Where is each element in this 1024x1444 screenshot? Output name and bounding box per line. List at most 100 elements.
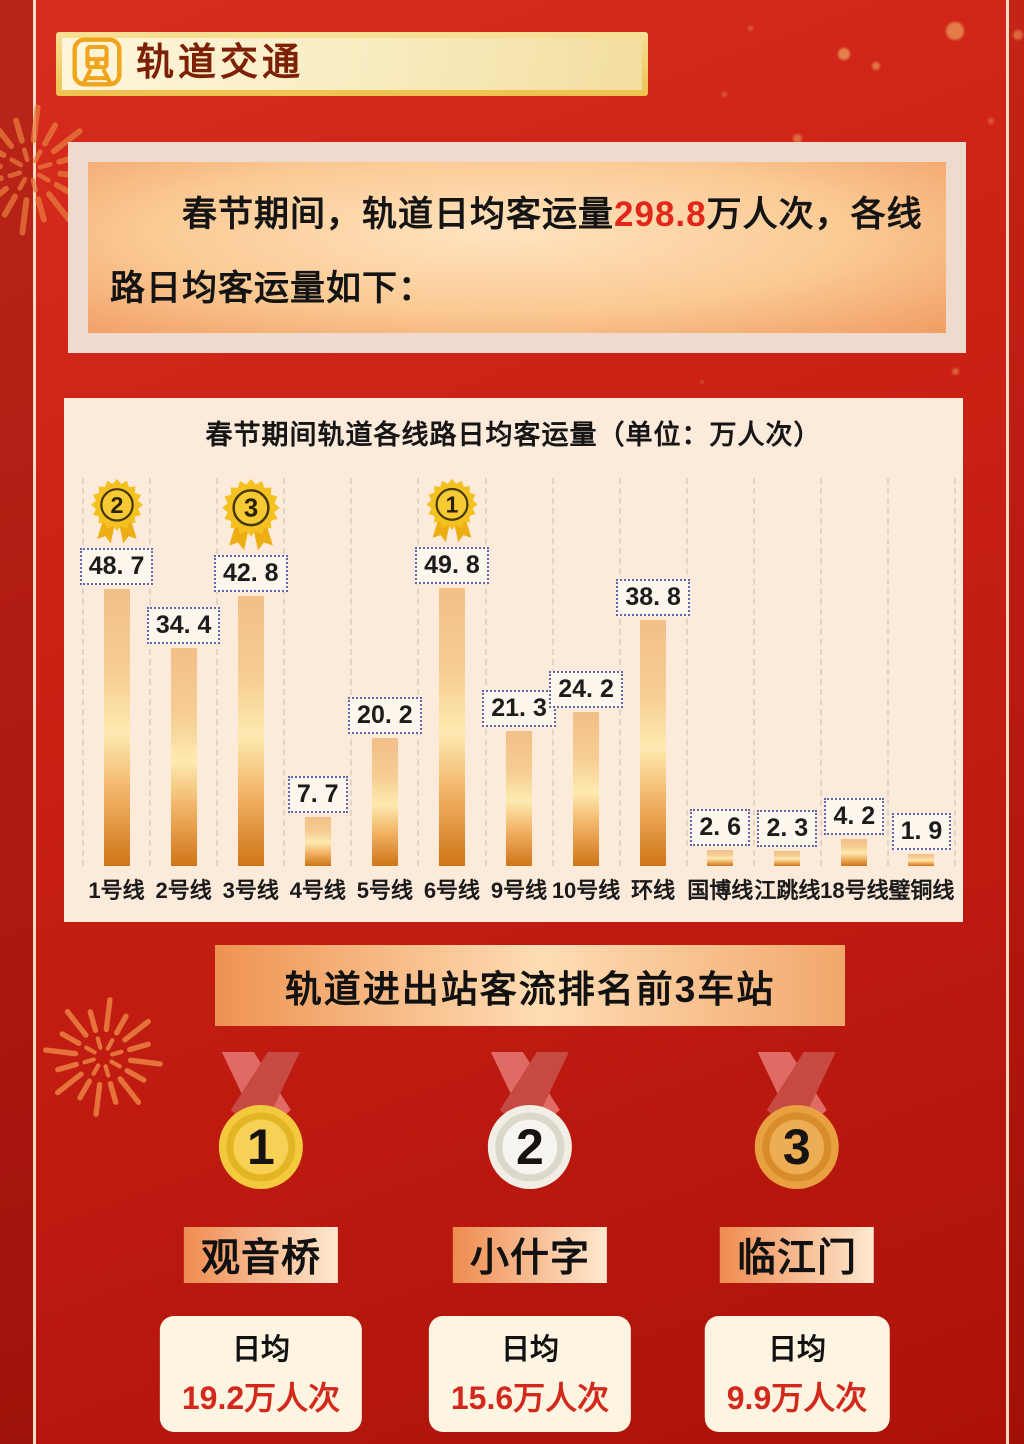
axis-label-10号线: 10号线 [551,878,621,903]
bar-18号线 [841,839,868,866]
gridline [82,478,84,866]
stat-label: 日均 [231,1334,291,1366]
axis-label-国博线: 国博线 [687,878,754,903]
gridline [216,478,219,866]
gridline [149,478,152,866]
gridline [819,478,822,866]
intro-highlight-number: 298.8 [614,195,707,234]
section-title: 轨道交通 [136,42,305,84]
chart-column-2号线: 34. 4 [146,478,221,866]
value-label: 1. 9 [891,812,952,850]
rank-1-rosette-icon: 1 [426,478,478,543]
sparkle-dot [1013,30,1023,40]
sparkle-dot [793,134,802,143]
silver-medal-icon: 2 [465,1048,595,1203]
value-label: 42. 8 [213,555,288,593]
gridline [954,478,956,866]
chart-column-10号线: 24. 2 [549,478,623,866]
axis-label-1号线: 1号线 [88,878,145,903]
chart-column-5号线: 20. 2 [348,478,422,866]
svg-text:3: 3 [783,1119,811,1175]
svg-text:2: 2 [110,492,123,518]
gridline [283,478,286,866]
bar-5号线 [371,737,398,866]
value-label: 34. 4 [146,606,221,644]
sparkle-dot [722,92,727,97]
chart-column-3号线: 3 42. 8 [213,478,288,866]
intro-text: 春节期间，轨道日均客运量298.8万人次，各线路日均客运量如下： [88,162,946,326]
chart-column-18号线: 4. 2 [821,478,888,866]
bar-2号线 [170,647,197,866]
value-label: 7. 7 [287,776,348,814]
svg-text:1: 1 [247,1119,275,1175]
train-icon [72,36,122,92]
stat-value: 19.2万人次 [181,1380,341,1416]
sparkle-dot [838,48,850,60]
gridline [886,478,889,866]
bar-1号线 [103,589,130,866]
svg-text:3: 3 [244,495,258,523]
stat-card: 日均 19.2万人次 [159,1316,363,1432]
station-name: 观音桥 [183,1227,338,1283]
chart-x-axis: 1号线 2号线 3号线 4号线 5号线 6号线 9号线 10号线 环线 国博线 江跳线 18号线 璧铜线 [83,872,955,906]
station-name: 小什字 [452,1227,607,1283]
gridline [484,478,487,866]
rank-2-rosette-icon: 2 [90,478,143,544]
gridline [417,478,420,866]
chart-column-4号线: 7. 7 [284,478,351,866]
intro-text-after: 万人次，各线路日均客运量如下： [110,195,923,308]
intro-panel: 春节期间，轨道日均客运量298.8万人次，各线路日均客运量如下： [68,142,966,353]
gridline [350,478,353,866]
intro-text-before: 春节期间，轨道日均客运量 [182,195,615,234]
chart-column-环线: 38. 8 [616,478,690,866]
chart-column-江跳线: 2. 3 [754,478,821,866]
left-edge-strip [0,0,34,1444]
axis-label-璧铜线: 璧铜线 [888,878,955,903]
sparkle-dot [700,380,704,384]
value-label: 49. 8 [415,547,489,585]
stat-card: 日均 9.9万人次 [704,1316,890,1432]
axis-label-18号线: 18号线 [820,878,889,903]
stat-label: 日均 [500,1334,560,1366]
gridline [685,478,688,866]
firework-icon [39,993,167,1126]
value-label: 48. 7 [79,548,154,586]
intro-panel-inner: 春节期间，轨道日均客运量298.8万人次，各线路日均客运量如下： [88,162,946,333]
rank-3-rosette-icon: 3 [221,478,280,551]
value-label: 24. 2 [549,671,623,709]
bar-10号线 [573,712,600,866]
value-label: 4. 2 [824,798,885,836]
bar-chart-panel: 春节期间轨道各线路日均客运量（单位：万人次） 2 48. 7 34. 4 3 42. 8… [64,398,963,922]
bar-环线 [640,619,667,866]
value-label: 20. 2 [348,696,422,734]
svg-text:2: 2 [516,1119,544,1175]
value-label: 38. 8 [616,578,690,616]
svg-text:1: 1 [446,491,459,517]
bar-4号线 [304,817,331,866]
chart-plot-area: 2 48. 7 34. 4 3 42. 8 7. 7 20. 2 1 49. 8 21. 3 24.… [79,478,956,866]
chart-column-璧铜线: 1. 9 [888,478,955,866]
axis-label-6号线: 6号线 [423,878,481,903]
sparkle-dot [946,22,964,40]
ranking-banner: 轨道进出站客流排名前3车站 [215,945,845,1026]
axis-label-环线: 环线 [631,878,676,903]
sparkle-dot [872,62,880,70]
bronze-medal-icon: 3 [732,1048,862,1203]
axis-label-4号线: 4号线 [289,878,346,903]
bar-3号线 [237,596,264,866]
rank3-column: 3 临江门 日均 9.9万人次 [704,1048,890,1432]
value-label: 21. 3 [482,689,556,727]
stat-label: 日均 [767,1334,826,1366]
station-name: 临江门 [720,1227,874,1283]
chart-column-1号线: 2 48. 7 [79,478,154,866]
section-header-badge: 轨道交通 [56,32,648,96]
bar-6号线 [438,588,465,866]
gridline [752,478,755,866]
sparkle-dot [748,26,753,31]
axis-label-5号线: 5号线 [356,878,413,903]
chart-title: 春节期间轨道各线路日均客运量（单位：万人次） [205,420,822,450]
axis-label-9号线: 9号线 [490,878,548,903]
bar-国博线 [707,849,734,866]
bar-江跳线 [774,851,801,866]
